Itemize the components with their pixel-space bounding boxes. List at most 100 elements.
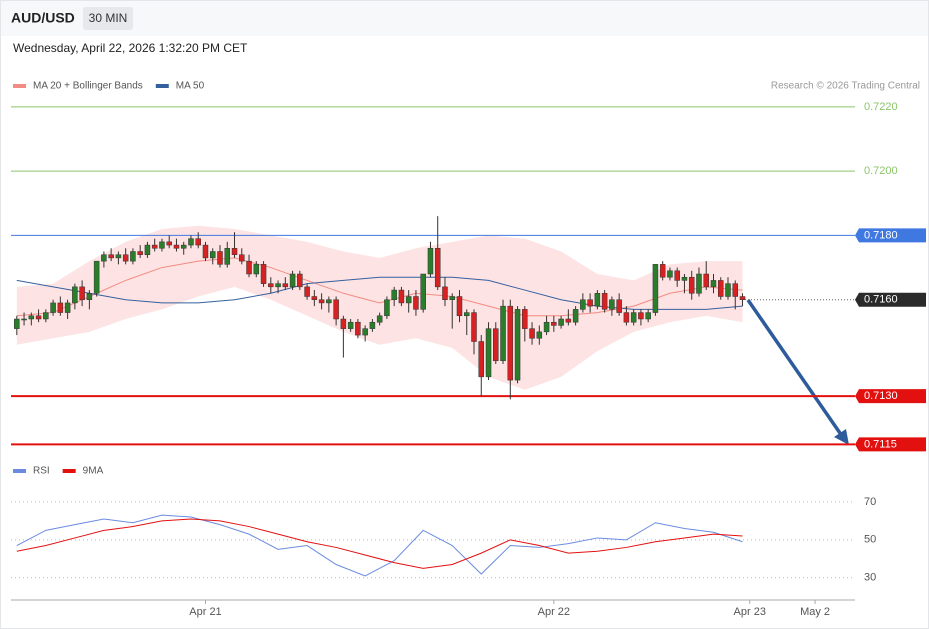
candle-body	[456, 296, 463, 317]
candle-body	[14, 318, 20, 329]
x-tick-label: Apr 23	[734, 606, 766, 618]
level-tag	[855, 228, 926, 243]
candle-body	[282, 283, 289, 288]
candle-body	[391, 289, 397, 300]
candle-body	[166, 241, 172, 246]
candle-body	[202, 244, 209, 259]
candle-body	[35, 315, 42, 320]
candle-body	[427, 248, 434, 275]
candle-body	[652, 264, 659, 313]
candle-body	[420, 273, 426, 310]
candle-body	[471, 312, 477, 342]
candle-body	[275, 283, 281, 288]
level-label: 0.7220	[864, 101, 898, 113]
candle-body	[79, 286, 85, 300]
candle-body	[688, 276, 695, 294]
candle-body	[667, 270, 673, 278]
candle-body	[239, 254, 245, 262]
candle-body	[594, 293, 601, 307]
legend-swatch	[155, 84, 169, 88]
candle-body	[485, 328, 492, 378]
level-label: 0.7115	[864, 438, 897, 450]
candle-body	[347, 321, 354, 329]
candle-body	[64, 302, 71, 313]
candle-body	[710, 280, 717, 288]
candle-body	[268, 283, 274, 288]
candle-body	[311, 296, 318, 300]
candle-body	[326, 299, 332, 304]
candle-body	[645, 312, 651, 320]
candle-body	[522, 309, 528, 329]
candle-body	[703, 273, 709, 288]
candle-body	[580, 299, 586, 310]
symbol: AUD/USD	[11, 10, 75, 26]
candle-body	[93, 260, 100, 294]
candle-body	[355, 321, 361, 336]
level-label: 0.7200	[864, 165, 898, 177]
forecast-arrowhead	[834, 429, 849, 445]
candle-body	[659, 264, 666, 278]
candle-body	[543, 321, 550, 333]
candle-body	[50, 302, 56, 313]
candle-body	[101, 254, 107, 262]
level-tag	[855, 437, 926, 452]
legend-swatch	[13, 84, 26, 88]
candle-body	[398, 289, 405, 304]
candle-body	[369, 321, 376, 329]
level-tag	[855, 389, 926, 404]
candle-body	[318, 299, 325, 304]
candle-body	[180, 244, 187, 249]
candle-body	[159, 241, 165, 249]
candle-body	[231, 248, 238, 255]
candle-body	[601, 293, 608, 310]
candle-body	[449, 296, 455, 300]
candle-body	[478, 341, 485, 378]
candle-body	[108, 254, 114, 259]
candle-body	[188, 238, 194, 246]
candle-body	[463, 312, 470, 317]
interval[interactable]: 30 MIN	[89, 11, 128, 25]
candle-body	[536, 331, 543, 339]
candle-body	[514, 309, 521, 381]
candle-body	[623, 312, 630, 323]
candle-body	[217, 251, 223, 265]
interval-badge[interactable]	[83, 7, 133, 30]
bollinger-band	[16, 225, 743, 390]
candle-body	[551, 321, 557, 326]
candle-body	[253, 264, 260, 275]
candle-body	[362, 328, 368, 336]
x-tick-label: Apr 22	[538, 606, 570, 618]
level-label: 0.7160	[864, 294, 898, 306]
candle-body	[297, 273, 303, 288]
candle-body	[28, 315, 35, 320]
candle-body	[384, 299, 390, 317]
y-tick-label: 30	[864, 572, 876, 584]
candle-body	[115, 254, 122, 259]
candle-body	[587, 299, 593, 307]
candle-body	[333, 299, 339, 320]
candle-body	[442, 286, 448, 300]
candle-body	[725, 283, 731, 297]
candle-body	[246, 260, 252, 275]
candle-body	[43, 312, 49, 320]
candle-body	[696, 273, 702, 294]
legend-swatch	[62, 469, 76, 473]
candle-body	[224, 248, 231, 265]
candle-body	[558, 318, 564, 326]
x-tick-label: Apr 21	[189, 606, 221, 618]
candle-body	[376, 315, 383, 323]
legend-label: MA 50	[176, 81, 205, 92]
candle-body	[86, 293, 93, 300]
credit: Research © 2026 Trading Central	[771, 81, 920, 92]
legend: MA 20 + Bollinger Bands MA 50	[13, 81, 205, 92]
candle-body	[638, 312, 644, 320]
y-tick-label: 50	[864, 534, 876, 546]
header-bar	[1, 1, 928, 36]
x-tick-label: May 2	[800, 606, 830, 618]
candle-body	[739, 296, 746, 300]
candle-body	[137, 251, 143, 255]
candle-body	[304, 286, 310, 297]
forecast-arrow	[746, 299, 844, 437]
candle-body	[209, 251, 216, 259]
